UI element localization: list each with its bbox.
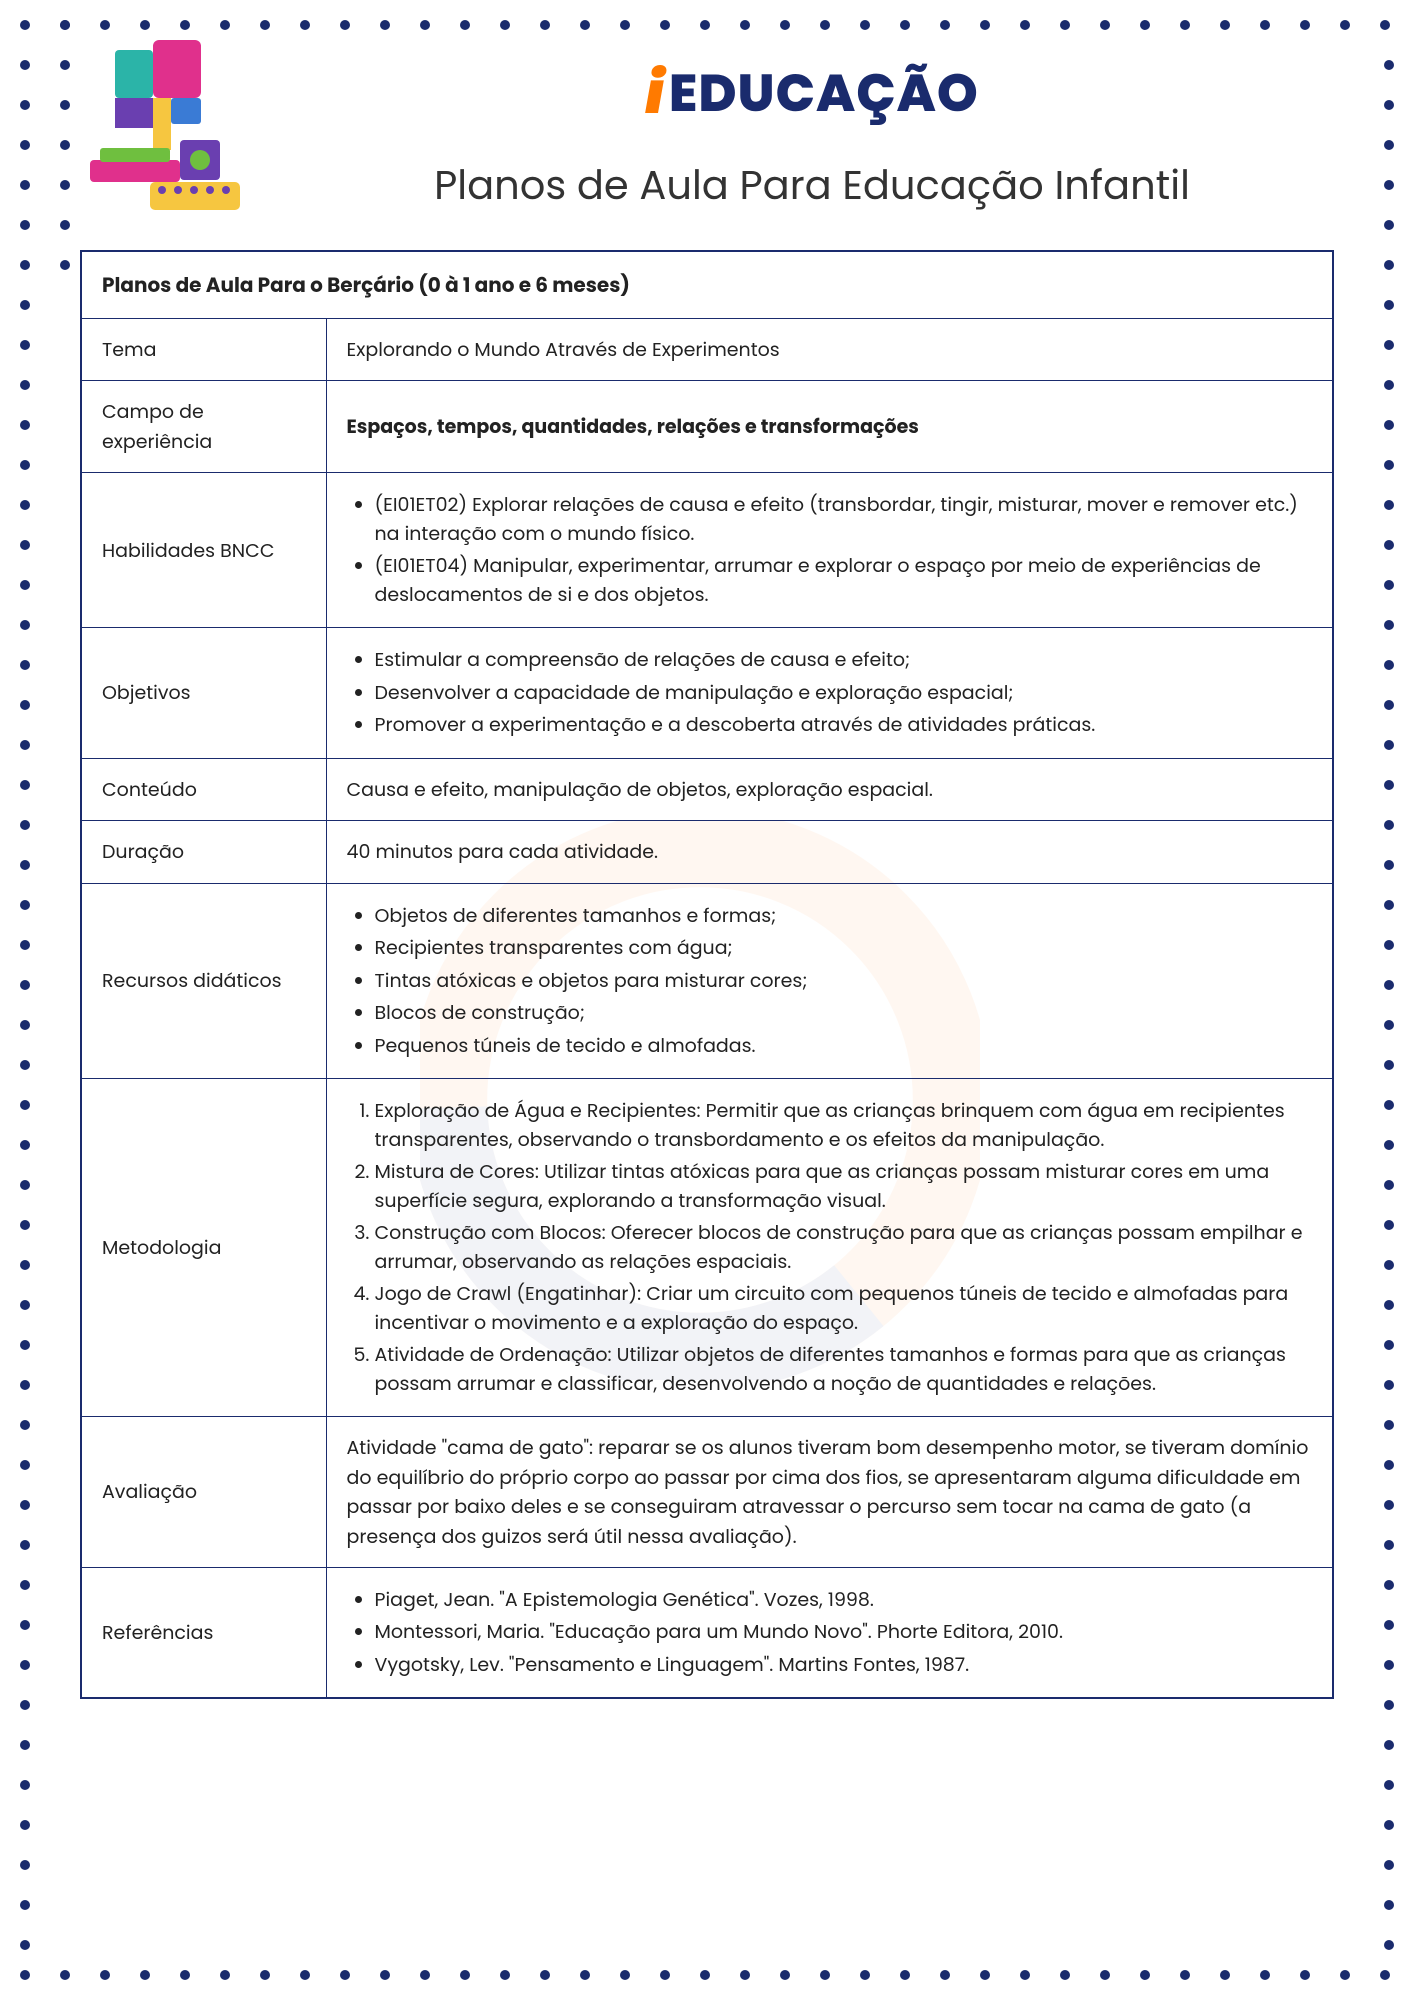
row-value-duracao: 40 minutos para cada atividade.	[326, 821, 1333, 883]
table-row: Habilidades BNCC (EI01ET02) Explorar rel…	[81, 473, 1333, 628]
row-value-metodologia: Exploração de Água e Recipientes: Permit…	[326, 1079, 1333, 1417]
table-row: Recursos didáticos Objetos de diferentes…	[81, 883, 1333, 1079]
list-item: Jogo de Crawl (Engatinhar): Criar um cir…	[375, 1278, 1313, 1339]
table-title-row: Planos de Aula Para o Berçário (0 à 1 an…	[81, 251, 1333, 319]
table-title: Planos de Aula Para o Berçário (0 à 1 an…	[81, 251, 1333, 319]
row-label-habilidades: Habilidades BNCC	[81, 473, 326, 628]
row-label-objetivos: Objetivos	[81, 628, 326, 759]
row-label-campo: Campo de experiência	[81, 381, 326, 473]
row-value-recursos: Objetos de diferentes tamanhos e formas;…	[326, 883, 1333, 1079]
list-item: Objetos de diferentes tamanhos e formas;	[375, 900, 1313, 933]
row-value-campo: Espaços, tempos, quantidades, relações e…	[326, 381, 1333, 473]
header: iEDUCAÇÃO Planos de Aula Para Educação I…	[80, 40, 1334, 220]
list-item: (EI01ET02) Explorar relações de causa e …	[375, 489, 1313, 550]
list-item: Construção com Blocos: Oferecer blocos d…	[375, 1217, 1313, 1278]
table-row: Tema Explorando o Mundo Através de Exper…	[81, 319, 1333, 381]
list-item: Promover a experimentação e a descoberta…	[375, 709, 1313, 742]
table-row: Campo de experiência Espaços, tempos, qu…	[81, 381, 1333, 473]
table-row: Avaliação Atividade "cama de gato": repa…	[81, 1417, 1333, 1568]
page-content: iEDUCAÇÃO Planos de Aula Para Educação I…	[80, 40, 1334, 1940]
list-item: Mistura de Cores: Utilizar tintas atóxic…	[375, 1156, 1313, 1217]
table-row: Conteúdo Causa e efeito, manipulação de …	[81, 758, 1333, 820]
row-label-referencias: Referências	[81, 1567, 326, 1698]
list-item: Atividade de Ordenação: Utilizar objetos…	[375, 1339, 1313, 1400]
table-row: Objetivos Estimular a compreensão de rel…	[81, 628, 1333, 759]
row-label-duracao: Duração	[81, 821, 326, 883]
brand-name: EDUCAÇÃO	[669, 55, 979, 133]
row-label-tema: Tema	[81, 319, 326, 381]
row-value-conteudo: Causa e efeito, manipulação de objetos, …	[326, 758, 1333, 820]
list-item: (EI01ET04) Manipular, experimentar, arru…	[375, 550, 1313, 611]
row-value-tema: Explorando o Mundo Através de Experiment…	[326, 319, 1333, 381]
list-item: Exploração de Água e Recipientes: Permit…	[375, 1095, 1313, 1156]
row-value-habilidades: (EI01ET02) Explorar relações de causa e …	[326, 473, 1333, 628]
row-label-recursos: Recursos didáticos	[81, 883, 326, 1079]
logo-blocks-icon	[80, 40, 260, 220]
list-item: Tintas atóxicas e objetos para misturar …	[375, 965, 1313, 998]
row-label-conteudo: Conteúdo	[81, 758, 326, 820]
row-label-metodologia: Metodologia	[81, 1079, 326, 1417]
row-value-referencias: Piaget, Jean. "A Epistemologia Genética"…	[326, 1567, 1333, 1698]
list-item: Estimular a compreensão de relações de c…	[375, 644, 1313, 677]
brand-area: iEDUCAÇÃO Planos de Aula Para Educação I…	[290, 40, 1334, 215]
brand-logo: iEDUCAÇÃO	[645, 50, 979, 137]
table-row: Duração 40 minutos para cada atividade.	[81, 821, 1333, 883]
list-item: Pequenos túneis de tecido e almofadas.	[375, 1030, 1313, 1063]
list-item: Blocos de construção;	[375, 997, 1313, 1030]
row-label-avaliacao: Avaliação	[81, 1417, 326, 1568]
brand-accent-icon: i	[645, 50, 665, 137]
list-item: Piaget, Jean. "A Epistemologia Genética"…	[375, 1584, 1313, 1617]
lesson-plan-table: Planos de Aula Para o Berçário (0 à 1 an…	[80, 250, 1334, 1699]
table-row: Referências Piaget, Jean. "A Epistemolog…	[81, 1567, 1333, 1698]
list-item: Vygotsky, Lev. "Pensamento e Linguagem".…	[375, 1649, 1313, 1682]
row-value-objetivos: Estimular a compreensão de relações de c…	[326, 628, 1333, 759]
list-item: Desenvolver a capacidade de manipulação …	[375, 677, 1313, 710]
list-item: Montessori, Maria. "Educação para um Mun…	[375, 1616, 1313, 1649]
table-row: Metodologia Exploração de Água e Recipie…	[81, 1079, 1333, 1417]
page-subtitle: Planos de Aula Para Educação Infantil	[290, 155, 1334, 215]
row-value-avaliacao: Atividade "cama de gato": reparar se os …	[326, 1417, 1333, 1568]
list-item: Recipientes transparentes com água;	[375, 932, 1313, 965]
